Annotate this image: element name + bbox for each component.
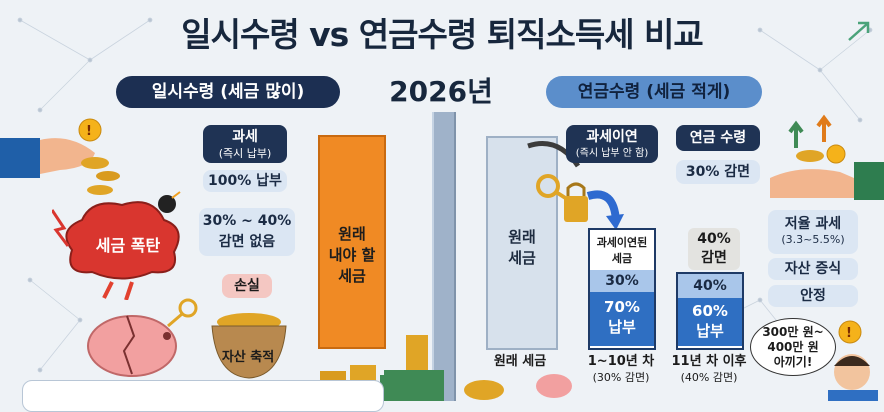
deferral-label: 과세이연 (즉시 납부 안 함) — [566, 125, 658, 163]
year-label: 2026년 — [389, 75, 493, 108]
hand-with-coins-icon: ! — [0, 118, 120, 195]
no-reduction-line1: 30% ~ 40% — [202, 213, 292, 229]
bubble-line1: 300만 원~ — [762, 325, 824, 339]
caption-year11-plus: 11년 차 이후 (40% 감면) — [662, 350, 756, 385]
no-reduction-label: 30% ~ 40% 감면 없음 — [199, 208, 295, 256]
person-avatar-icon: ! — [828, 320, 878, 401]
original-tax-bar-line2: 내야 할 — [328, 246, 376, 264]
tax-bomb-label: 세금 폭탄 — [95, 236, 161, 255]
stack1-payment-txt: 납부 — [608, 318, 636, 336]
caption-year1-10: 1~10년 차 (30% 감면) — [576, 350, 666, 385]
stack-year1-10: 과세이연된 세금 30% 70% 납부 — [588, 228, 656, 350]
stack2-reduction-label: 40% 감면 — [688, 228, 740, 270]
caption-year1-10-sub: (30% 감면) — [592, 371, 650, 384]
caption-year11-plus-main: 11년 차 이후 — [671, 354, 747, 369]
low-tax-sub: (3.3~5.5%) — [781, 233, 845, 246]
original-tax-bar-line3: 세금 — [338, 267, 366, 285]
coin-pot-icon — [211, 313, 287, 379]
tax-label-main: 과세 — [232, 129, 258, 145]
original-tax-bar-line1: 원래 — [338, 225, 366, 243]
trend-arrow-icon — [848, 21, 870, 41]
asset-growth-label: 자산 증식 — [768, 258, 858, 280]
stack2-payment-segment: 60% 납부 — [678, 298, 742, 346]
asset-pot-label: 자산 축적 — [221, 350, 275, 365]
tax-label-sub: (즉시 납부) — [218, 147, 272, 160]
stack2-payment-pct: 60% — [692, 302, 728, 320]
svg-text:!: ! — [86, 124, 92, 139]
stability-label: 안정 — [768, 285, 858, 307]
deferral-label-main: 과세이연 — [586, 129, 638, 145]
stack-year11-plus: 40% 60% 납부 — [676, 272, 744, 350]
background-network — [17, 17, 873, 373]
lump-sum-header: 일시수령 (세금 많이) — [116, 76, 340, 108]
caption-original-tax: 원래 세금 — [493, 354, 547, 369]
tax-bomb-cloud-icon — [52, 191, 181, 300]
no-reduction-line2: 감면 없음 — [218, 234, 276, 250]
stack1-reduction-segment: 30% — [590, 270, 654, 292]
bubble-line2: 400만 원 — [767, 340, 819, 354]
pension-receipt-label: 연금 수령 — [676, 125, 760, 151]
stack1-deferred-line1: 과세이연된 — [596, 236, 648, 249]
stack1-payment-pct: 70% — [604, 298, 640, 316]
bottom-panel — [22, 380, 384, 412]
loss-label: 손실 — [222, 274, 272, 298]
stack2-reduction-pct: 40% — [697, 231, 731, 247]
pension-header: 연금수령 (세금 적게) — [546, 76, 762, 108]
stack2-reduction-segment: 40% — [678, 274, 742, 298]
savings-speech-bubble: 300만 원~ 400만 원 아끼기! — [750, 318, 836, 376]
center-divider — [432, 112, 456, 401]
original-tax-bar-right-line1: 원래 — [508, 228, 536, 246]
page-title: 일시수령 vs 연금수령 퇴직소득세 비교 — [181, 15, 704, 54]
stack1-deferred-segment: 과세이연된 세금 — [590, 230, 654, 270]
low-tax-label: 저율 과세 (3.3~5.5%) — [768, 210, 858, 254]
stack1-deferred-line2: 세금 — [611, 252, 633, 265]
stack2-payment-txt: 납부 — [696, 322, 724, 340]
original-tax-bar: 원래 내야 할 세금 — [318, 135, 386, 349]
broken-piggy-bank-icon — [87, 298, 198, 377]
caption-year1-10-main: 1~10년 차 — [587, 354, 655, 369]
svg-text:!: ! — [846, 326, 852, 341]
growing-coins-hand-icon — [770, 114, 884, 200]
stack1-payment-segment: 70% 납부 — [590, 292, 654, 346]
full-payment-label: 100% 납부 — [203, 170, 287, 192]
pension-reduction-label: 30% 감면 — [676, 160, 760, 184]
bubble-line3: 아끼기! — [773, 355, 813, 369]
stack2-reduction-txt: 감면 — [701, 250, 727, 266]
caption-year11-plus-sub: (40% 감면) — [680, 371, 738, 384]
deferral-label-sub: (즉시 납부 안 함) — [575, 148, 649, 159]
money-pile-icon — [384, 370, 572, 401]
low-tax-main: 저율 과세 — [784, 216, 842, 232]
original-tax-bar-right-line2: 세금 — [508, 249, 536, 267]
original-tax-bar-right: 원래 세금 — [486, 136, 558, 350]
tax-label: 과세 (즉시 납부) — [203, 125, 287, 163]
